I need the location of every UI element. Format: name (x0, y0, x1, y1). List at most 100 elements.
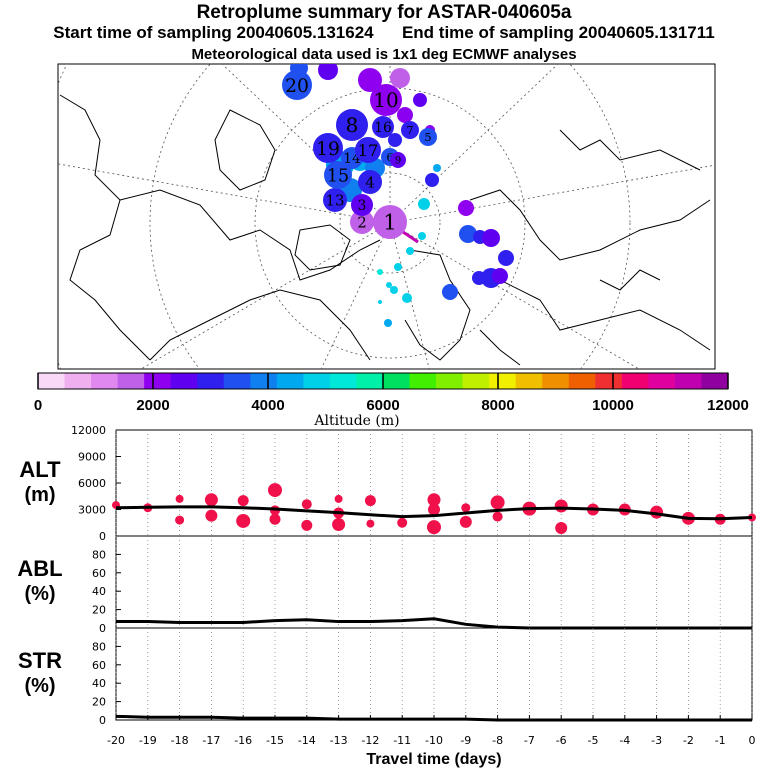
panel-ylabel: STR (%) (18, 648, 62, 697)
x-tick-label: -10 (425, 734, 443, 747)
colorbar-swatch (621, 373, 649, 389)
plume-day-label: 20 (285, 76, 309, 97)
plume-day-marker (373, 205, 407, 239)
plume-particle-marker (498, 250, 514, 266)
colorbar-swatch (409, 373, 437, 389)
colorbar-swatch (223, 373, 251, 389)
altitude-point (301, 519, 313, 531)
plume-particle-marker (384, 319, 392, 327)
y-tick-label: 0 (99, 622, 106, 635)
y-tick-label: 20 (92, 604, 106, 617)
plume-particle-marker (413, 93, 427, 107)
colorbar-swatch (542, 373, 570, 389)
colorbar-swatch (329, 373, 357, 389)
colorbar-swatch (595, 373, 623, 389)
y-tick-label: 3000 (78, 504, 106, 517)
altitude-point (554, 499, 568, 513)
y-tick-label: 40 (92, 677, 106, 690)
plume-day-label: 15 (327, 166, 349, 186)
plume-day-marker (336, 109, 368, 141)
x-tick-label: -3 (651, 734, 662, 747)
colorbar-swatch (91, 373, 119, 389)
y-tick-label: 60 (92, 659, 106, 672)
plume-particle-marker (418, 232, 426, 240)
y-tick-label: 12000 (71, 424, 106, 437)
x-tick-label: -17 (202, 734, 220, 747)
colorbar-tick-label: 6000 (366, 397, 399, 414)
altitude-point (204, 493, 218, 507)
plume-particle-marker (388, 133, 402, 147)
plume-day-label: 10 (373, 88, 398, 112)
plume-day-marker (351, 194, 373, 216)
plume-particle-marker (425, 173, 439, 187)
altitude-point (366, 519, 375, 528)
plume-day-label: 4 (365, 173, 375, 191)
plume-particle-marker (418, 198, 430, 210)
altitude-point (301, 499, 312, 510)
colorbar-swatch (701, 373, 729, 389)
plume-particle-marker (397, 107, 413, 123)
plume-particle-marker (433, 164, 441, 172)
colorbar-swatch (64, 373, 92, 389)
plume-day-label: 3 (358, 198, 367, 214)
altitude-point (332, 518, 346, 532)
panel-alt: 0 3000 6000 9000 12000 ALT (m) (19, 424, 756, 543)
plume-particle-marker (318, 64, 338, 80)
x-axis-label: Travel time (days) (366, 751, 501, 768)
y-tick-label: 40 (92, 585, 106, 598)
colorbar-swatch (356, 373, 384, 389)
altitude-point (461, 503, 471, 513)
plume-day-label: 19 (316, 139, 340, 160)
sampling-times: Start time of sampling 20040605.131624 E… (0, 23, 768, 43)
plume-particle-marker (378, 300, 382, 304)
x-tick-label: -14 (298, 734, 316, 747)
altitude-point (492, 511, 503, 522)
colorbar-tick-label: 10000 (592, 397, 634, 414)
panel-abl: 0 20 40 60 80 ABL (%) (17, 535, 753, 635)
altitude-point (236, 513, 251, 528)
plume-day-label: 5 (424, 131, 431, 144)
met-data-note: Meteorological data used is 1x1 deg ECMW… (191, 46, 577, 63)
start-time: Start time of sampling 20040605.131624 (53, 23, 374, 42)
colorbar-tick-label: 4000 (251, 397, 284, 414)
panel-ylabel: ALT (m) (19, 457, 61, 506)
x-tick-label: -16 (234, 734, 252, 747)
y-tick-label: 60 (92, 567, 106, 580)
altitude-point (237, 495, 249, 507)
plume-day-marker (390, 152, 406, 168)
altitude-point (205, 509, 218, 522)
altitude-point (397, 517, 408, 528)
colorbar-swatch (170, 373, 198, 389)
plume-particle-marker (442, 284, 458, 300)
plume-day-label: 9 (395, 156, 401, 167)
x-tick-label: -19 (139, 734, 157, 747)
colorbar-swatch (462, 373, 490, 389)
altitude-point (459, 515, 472, 528)
plume-day-marker (372, 116, 394, 138)
plume-day-marker (282, 70, 312, 100)
plume-particle-marker (390, 68, 410, 88)
colorbar-swatch (250, 373, 278, 389)
colorbar-swatch (197, 373, 225, 389)
plume-particle-marker (458, 200, 474, 216)
colorbar-swatch (117, 373, 145, 389)
x-tick-label: -13 (330, 734, 348, 747)
x-tick-label: -1 (715, 734, 726, 747)
altitude-point (175, 494, 184, 503)
y-tick-label: 80 (92, 548, 106, 561)
x-tick-label: -12 (361, 734, 379, 747)
colorbar-tick-label: 12000 (707, 397, 749, 414)
y-tick-label: 0 (99, 530, 106, 543)
y-tick-label: 20 (92, 696, 106, 709)
plume-day-marker (324, 161, 352, 189)
altitude-point (427, 493, 441, 507)
panel-frame (115, 535, 753, 629)
colorbar-swatch (436, 373, 464, 389)
plume-day-label: 13 (325, 191, 344, 209)
x-tick-label: -15 (266, 734, 284, 747)
plume-day-label: 2 (357, 213, 367, 231)
